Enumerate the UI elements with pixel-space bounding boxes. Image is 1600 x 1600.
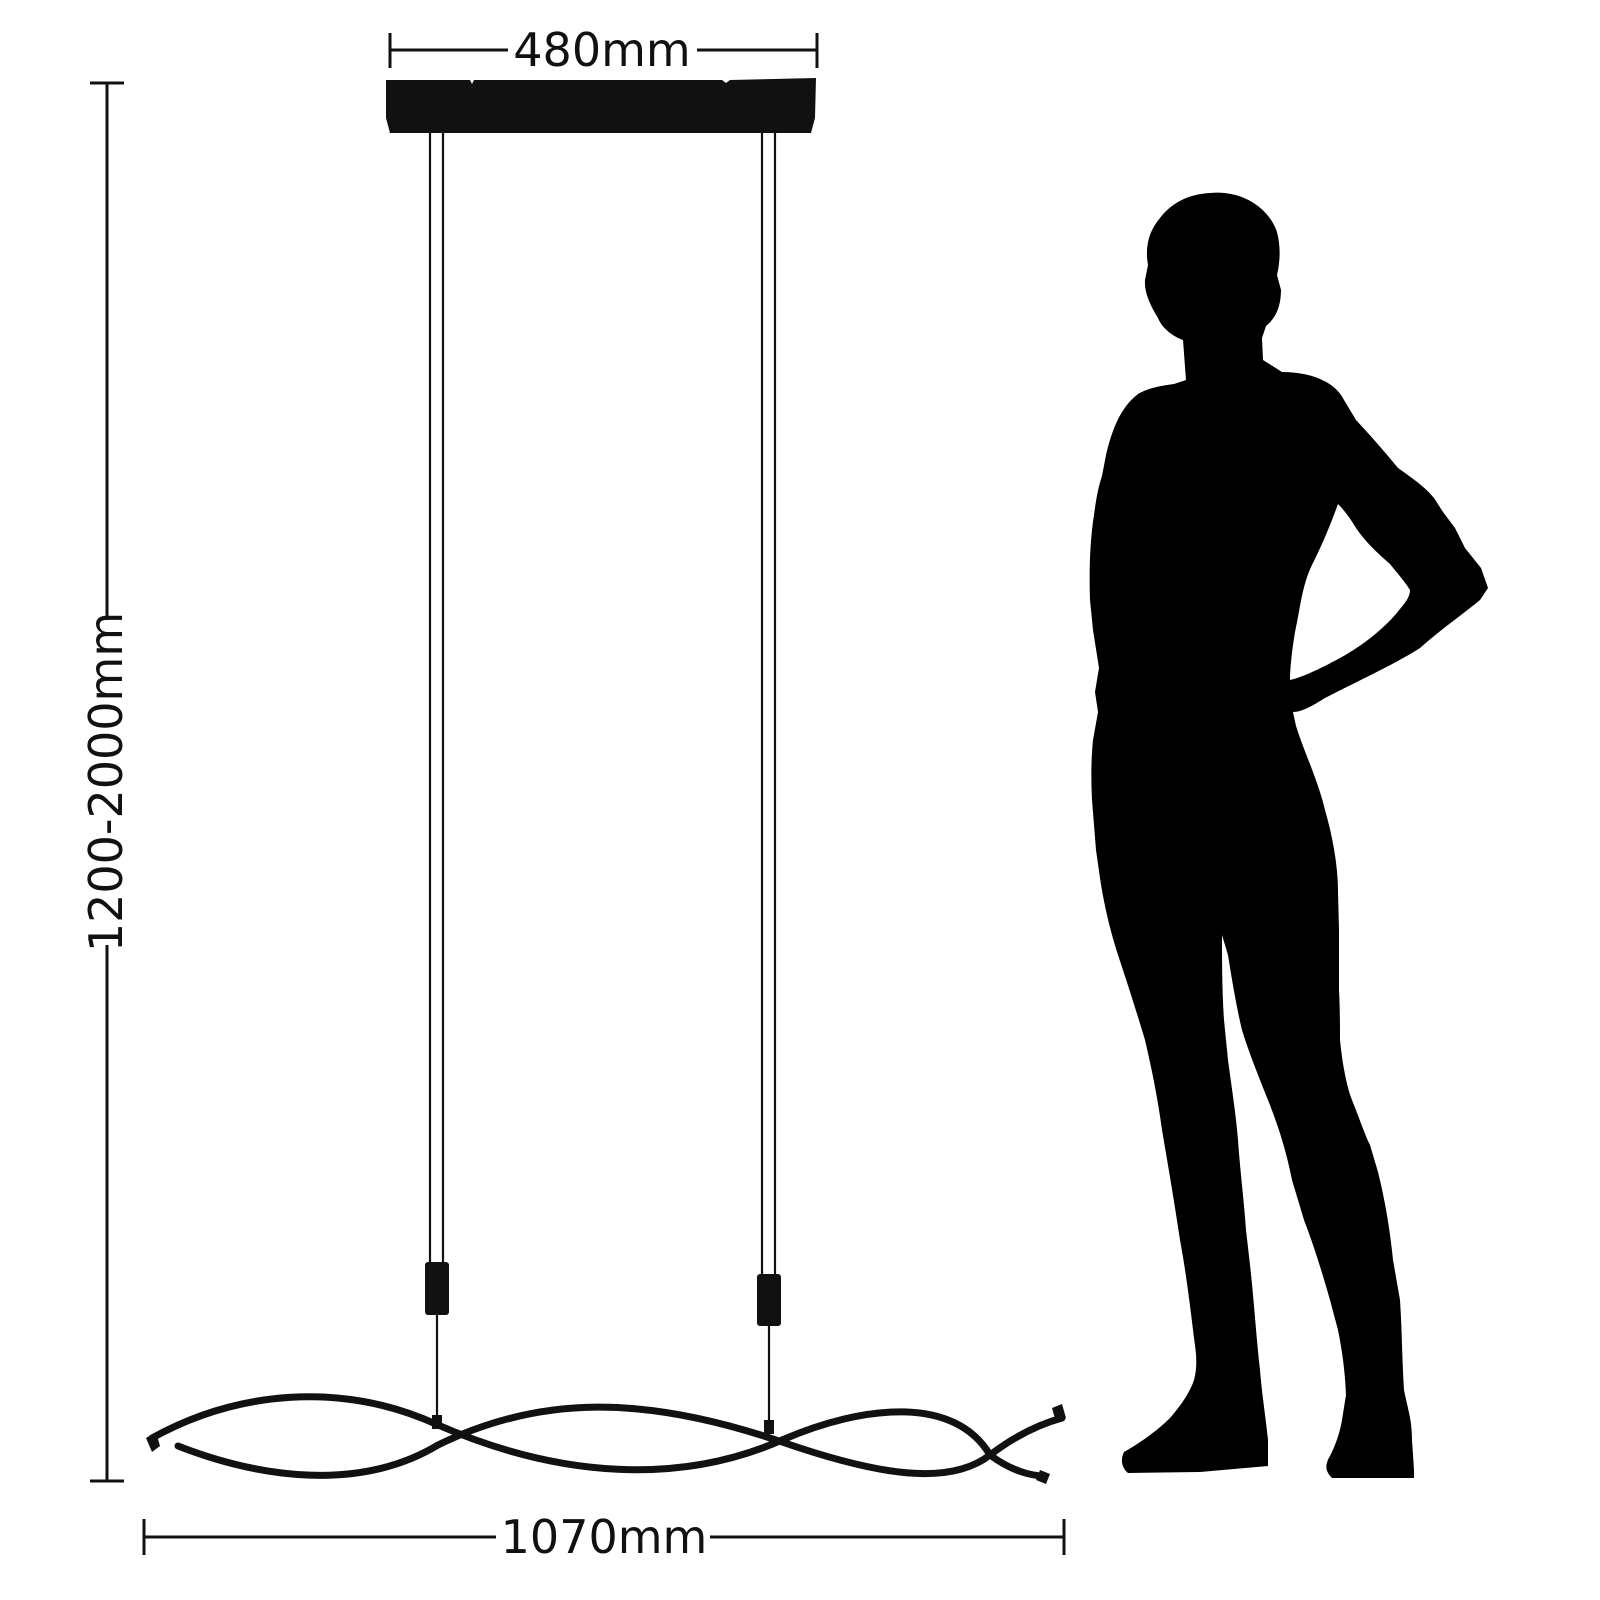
canopy-width-dimension xyxy=(388,33,819,68)
height-dimension xyxy=(90,81,124,1483)
length-label: 1070mm xyxy=(501,1510,708,1564)
luminaire-end-caps xyxy=(146,1404,1066,1484)
canopy-width-label: 480mm xyxy=(513,23,690,77)
wave-luminaire xyxy=(148,1393,1066,1480)
person-silhouette-icon xyxy=(1089,192,1488,1479)
height-label: 1200-2000mm xyxy=(79,612,133,952)
length-dimension xyxy=(142,1519,1066,1555)
ceiling-canopy xyxy=(386,78,816,133)
suspension-cables xyxy=(428,133,777,1422)
